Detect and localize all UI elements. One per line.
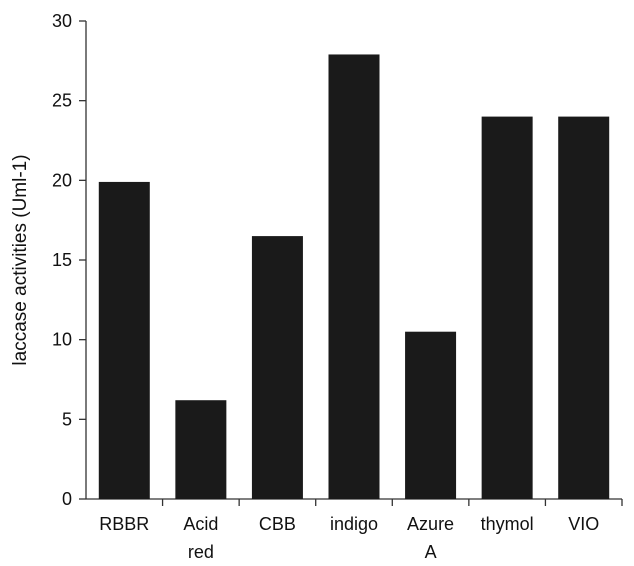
bar — [481, 116, 533, 499]
x-tick-label-line: A — [425, 542, 437, 562]
bar — [328, 54, 380, 500]
x-tick-label-line: VIO — [568, 514, 599, 534]
x-tick-label-line: red — [188, 542, 214, 562]
x-tick-label: Azure A — [407, 514, 454, 562]
y-tick-label: 5 — [62, 409, 72, 429]
y-tick-label: 15 — [52, 250, 72, 270]
bars — [98, 54, 610, 500]
bar — [251, 236, 303, 499]
bar — [98, 181, 150, 499]
x-tick-label: VIO — [568, 514, 599, 534]
x-tick-label-line: Acid — [183, 514, 218, 534]
bar — [405, 331, 457, 499]
x-tick-label-line: CBB — [259, 514, 296, 534]
y-ticks: 0 5 10 15 20 25 30 — [52, 11, 86, 509]
x-tick-label: indigo — [330, 514, 378, 534]
y-tick-label: 25 — [52, 91, 72, 111]
x-tick-label-line: RBBR — [99, 514, 149, 534]
y-tick-label: 10 — [52, 330, 72, 350]
x-tick-label-line: thymol — [481, 514, 534, 534]
y-axis-title: laccase activities (Uml-1) — [10, 154, 31, 365]
x-tick-label-line: indigo — [330, 514, 378, 534]
x-tick-label: RBBR — [99, 514, 149, 534]
bar — [175, 400, 227, 499]
y-tick-label: 0 — [62, 489, 72, 509]
y-tick-label: 30 — [52, 11, 72, 31]
x-tick-label: thymol — [481, 514, 534, 534]
x-tick-label-line: Azure — [407, 514, 454, 534]
y-tick-label: 20 — [52, 170, 72, 190]
x-tick-label: Acid red — [183, 514, 218, 562]
x-tick-label: CBB — [259, 514, 296, 534]
y-axis: 0 5 10 15 20 25 30 laccase activities (Uml-1) — [10, 11, 87, 509]
bar — [558, 116, 610, 499]
